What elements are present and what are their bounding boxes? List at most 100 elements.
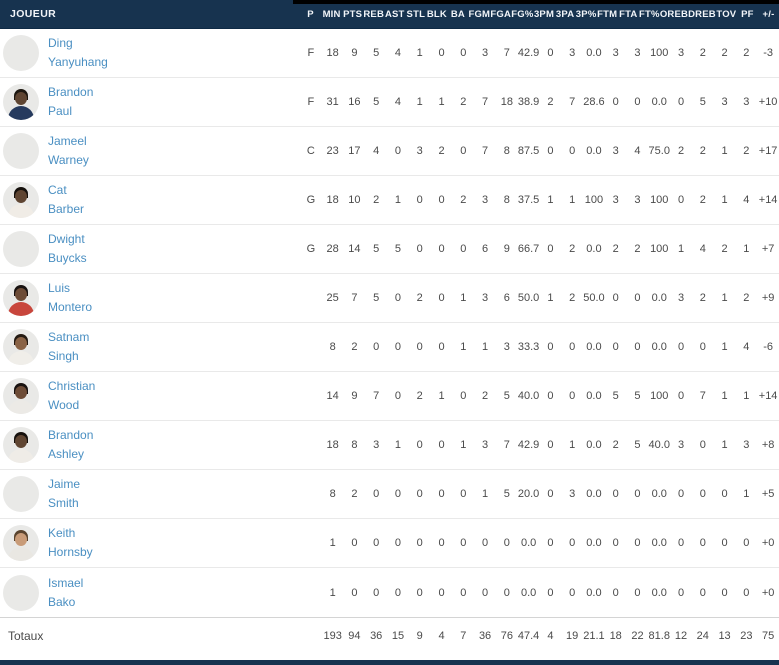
player-name-link[interactable]: Luis Montero: [48, 279, 92, 317]
stat-fga: 5: [503, 488, 510, 500]
player-name-link[interactable]: Ding Yanyuhang: [48, 34, 108, 72]
stat-reb: 5: [373, 96, 380, 108]
table-row: Jaime Smith 8 2 0 0 0 0 0 1 5 20.0 0 3 0.0 0 0 0.0 0 0 0 1 +…: [0, 470, 779, 519]
player-name-link[interactable]: Cat Barber: [48, 181, 84, 219]
stat-3pm: 0: [547, 341, 554, 353]
stat-dreb: 2: [699, 145, 706, 157]
stat-3ppct: 0.0: [586, 488, 602, 500]
stat-3ppct: 50.0: [583, 292, 605, 304]
stat-3pa: 0: [569, 537, 576, 549]
stat-ftm: 0: [612, 537, 619, 549]
player-name-link[interactable]: Brandon Paul: [48, 83, 93, 121]
stat-blk: 0: [438, 586, 445, 599]
stat-3pm: 2: [547, 96, 554, 108]
stat-pf: 3: [743, 96, 750, 108]
stat-fgpct: 0.0: [520, 586, 537, 599]
stat-ast: 0: [394, 586, 402, 599]
stat-fgpct: 42.9: [517, 439, 540, 451]
player-name-link[interactable]: Satnam Singh: [48, 328, 89, 366]
stat-ast: 0: [394, 537, 402, 549]
column-header-p: P: [307, 9, 314, 20]
stat-oreb: 3: [677, 47, 685, 59]
stat-3pa: 3: [569, 488, 576, 500]
player-name-link[interactable]: Ismael Bako: [48, 574, 83, 612]
player-cell: Keith Hornsby: [0, 519, 300, 567]
player-last-name: Bako: [48, 594, 76, 609]
stat-min: 14: [326, 390, 339, 402]
player-last-name: Ashley: [48, 447, 85, 461]
stat-stl: 0: [416, 194, 423, 206]
player-avatar: [3, 525, 39, 561]
stat-3pa: 0: [569, 586, 576, 599]
stat-dreb: 7: [699, 390, 706, 402]
avatar-head: [15, 533, 27, 546]
stat-ftpct: 0.0: [651, 96, 667, 108]
stat-pf: 2: [743, 145, 750, 157]
stat-ba: 2: [460, 194, 467, 206]
stat-pts: 2: [351, 341, 358, 353]
stat-fgm: 3: [482, 47, 489, 59]
player-last-name: Barber: [48, 202, 85, 216]
stat-fta: 0: [634, 96, 641, 108]
player-cell: Ismael Bako: [0, 568, 300, 617]
stat-fgm: 3: [482, 194, 489, 206]
player-name-link[interactable]: Dwight Buycks: [48, 230, 87, 268]
stat-min: 23: [326, 145, 339, 157]
stat-fgm: 2: [482, 390, 489, 402]
stat-fga: 7: [503, 47, 510, 59]
stat-ast: 0: [394, 488, 402, 500]
player-last-name: Buycks: [48, 251, 87, 265]
player-name-link[interactable]: Keith Hornsby: [48, 524, 93, 562]
total-tov: 13: [718, 629, 731, 642]
stat-ftm: 2: [612, 243, 619, 255]
stat-fgm: 7: [482, 145, 489, 157]
stat-fga: 9: [503, 243, 510, 255]
player-first-name: Ding: [48, 36, 73, 50]
stat-plus-minus: +5: [761, 488, 775, 500]
player-name-link[interactable]: Jaime Smith: [48, 475, 80, 513]
stat-ba: 1: [460, 341, 467, 353]
stat-plus-minus: +0: [761, 537, 775, 549]
player-name-link[interactable]: Christian Wood: [48, 377, 95, 415]
stat-p: G: [306, 243, 316, 255]
player-name-link[interactable]: Brandon Ashley: [48, 426, 93, 464]
player-last-name: Paul: [48, 104, 73, 118]
stat-blk: 0: [438, 47, 445, 59]
stat-min: 1: [329, 537, 336, 549]
stat-3pm: 0: [547, 586, 554, 599]
stat-ast: 4: [394, 96, 402, 108]
stat-stl: 2: [416, 292, 423, 304]
stat-min: 18: [326, 439, 339, 451]
table-row: Brandon Paul F 31 16 5 4 1 1 2 7 18 38.9 2 7 28.6 0 0 0.…: [0, 78, 779, 127]
stat-reb: 3: [373, 439, 380, 451]
stat-3ppct: 0.0: [586, 586, 602, 599]
stat-reb: 0: [373, 537, 380, 549]
stat-pts: 0: [351, 537, 358, 549]
player-cell: Ding Yanyuhang: [0, 29, 300, 77]
column-header-ftpct: FT%: [638, 9, 660, 20]
stat-oreb: 3: [677, 292, 685, 304]
stat-min: 25: [326, 292, 339, 304]
player-avatar: [3, 133, 39, 169]
stat-tov: 1: [721, 194, 728, 206]
stat-stl: 0: [416, 341, 423, 353]
stat-fgm: 6: [482, 243, 489, 255]
stat-tov: 1: [721, 439, 728, 451]
player-first-name: Brandon: [48, 85, 94, 99]
stat-tov: 0: [721, 488, 728, 500]
stat-pf: 2: [743, 292, 750, 304]
player-name-link[interactable]: Jameel Warney: [48, 132, 89, 170]
stat-fgpct: 33.3: [517, 341, 540, 353]
stat-ba: 1: [460, 439, 467, 451]
column-header-fgm: FGM: [468, 9, 491, 20]
column-header-pf: PF: [741, 9, 754, 20]
stat-plus-minus: +14: [758, 194, 778, 206]
stat-dreb: 2: [699, 194, 706, 206]
stat-plus-minus: +7: [761, 243, 775, 255]
stat-3ppct: 0.0: [586, 537, 602, 549]
player-cell: Dwight Buycks: [0, 225, 300, 273]
stat-ast: 4: [394, 47, 402, 59]
table-row: Cat Barber G 18 10 2 1 0 0 2 3 8 37.5 1 1 100 3 3 100 0 2 1…: [0, 176, 779, 225]
player-avatar: [3, 378, 39, 414]
